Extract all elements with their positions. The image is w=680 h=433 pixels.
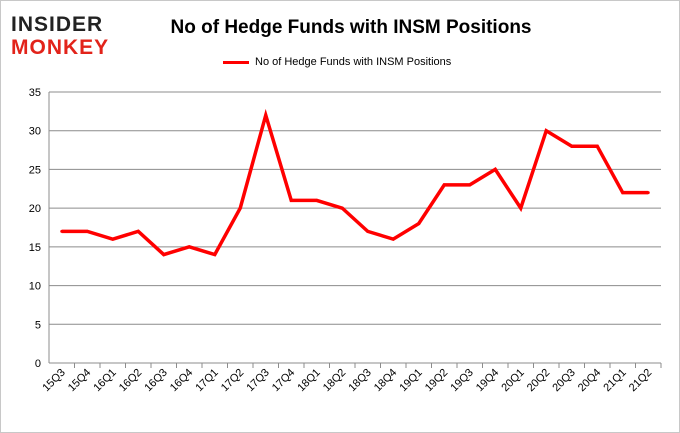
data-point — [187, 245, 191, 249]
data-point — [493, 167, 497, 171]
y-tick-label: 0 — [35, 358, 41, 370]
x-tick-label: 20Q3 — [550, 367, 578, 395]
x-tick-label: 19Q2 — [423, 367, 451, 395]
data-point — [111, 237, 115, 241]
data-point — [366, 229, 370, 233]
data-point — [213, 253, 217, 257]
data-point — [85, 229, 89, 233]
y-tick-label: 25 — [29, 164, 41, 176]
x-tick-label: 15Q4 — [66, 367, 94, 395]
data-point — [417, 222, 421, 226]
data-point — [646, 191, 650, 195]
y-tick-label: 15 — [29, 242, 41, 254]
data-point — [289, 198, 293, 202]
data-point — [162, 253, 166, 257]
data-point — [340, 206, 344, 210]
x-tick-label: 18Q2 — [321, 367, 349, 395]
x-tick-label: 19Q1 — [397, 367, 425, 395]
data-point — [238, 206, 242, 210]
x-tick-label: 18Q4 — [372, 367, 400, 395]
data-point — [544, 129, 548, 133]
x-tick-label: 20Q4 — [576, 367, 604, 395]
data-point — [315, 198, 319, 202]
x-tick-label: 17Q4 — [270, 367, 298, 395]
x-tick-label: 18Q1 — [295, 367, 323, 395]
data-point — [136, 229, 140, 233]
data-point — [442, 183, 446, 187]
series-line — [61, 108, 649, 257]
data-point — [391, 237, 395, 241]
x-tick-label: 17Q1 — [193, 367, 221, 395]
x-tick-label: 20Q2 — [525, 367, 553, 395]
y-tick-label: 5 — [35, 319, 41, 331]
x-tick-label: 21Q1 — [601, 367, 629, 395]
x-tick-label: 19Q3 — [448, 367, 476, 395]
insider-monkey-logo: INSIDER MONKEY — [11, 13, 109, 57]
data-point — [468, 183, 472, 187]
x-tick-label: 19Q4 — [474, 367, 502, 395]
logo-line1: INSIDER — [11, 13, 103, 36]
chart-title: No of Hedge Funds with INSM Positions — [170, 17, 532, 38]
y-tick-label: 10 — [29, 281, 41, 293]
data-point — [570, 144, 574, 148]
legend-swatch — [223, 60, 249, 64]
x-tick-label: 21Q2 — [627, 367, 655, 395]
legend-label: No of Hedge Funds with INSM Positions — [255, 56, 452, 68]
y-tick-label: 30 — [29, 126, 41, 138]
x-tick-label: 20Q1 — [499, 367, 527, 395]
x-tick-label: 16Q3 — [142, 367, 170, 395]
data-point — [264, 113, 268, 117]
legend: No of Hedge Funds with INSM Positions — [223, 56, 451, 68]
x-tick-label: 17Q3 — [244, 367, 272, 395]
x-tick-label: 16Q4 — [168, 367, 196, 395]
data-point — [519, 206, 523, 210]
y-tick-label: 35 — [29, 87, 41, 99]
x-tick-label: 16Q1 — [91, 367, 119, 395]
x-tick-label: 16Q2 — [117, 367, 145, 395]
x-tick-label: 17Q2 — [219, 367, 247, 395]
y-tick-label: 20 — [29, 203, 41, 215]
x-tick-label: 15Q3 — [40, 367, 68, 395]
logo-line2: MONKEY — [11, 36, 109, 57]
data-point — [621, 191, 625, 195]
data-point — [595, 144, 599, 148]
data-point — [60, 229, 64, 233]
x-tick-label: 18Q3 — [346, 367, 374, 395]
